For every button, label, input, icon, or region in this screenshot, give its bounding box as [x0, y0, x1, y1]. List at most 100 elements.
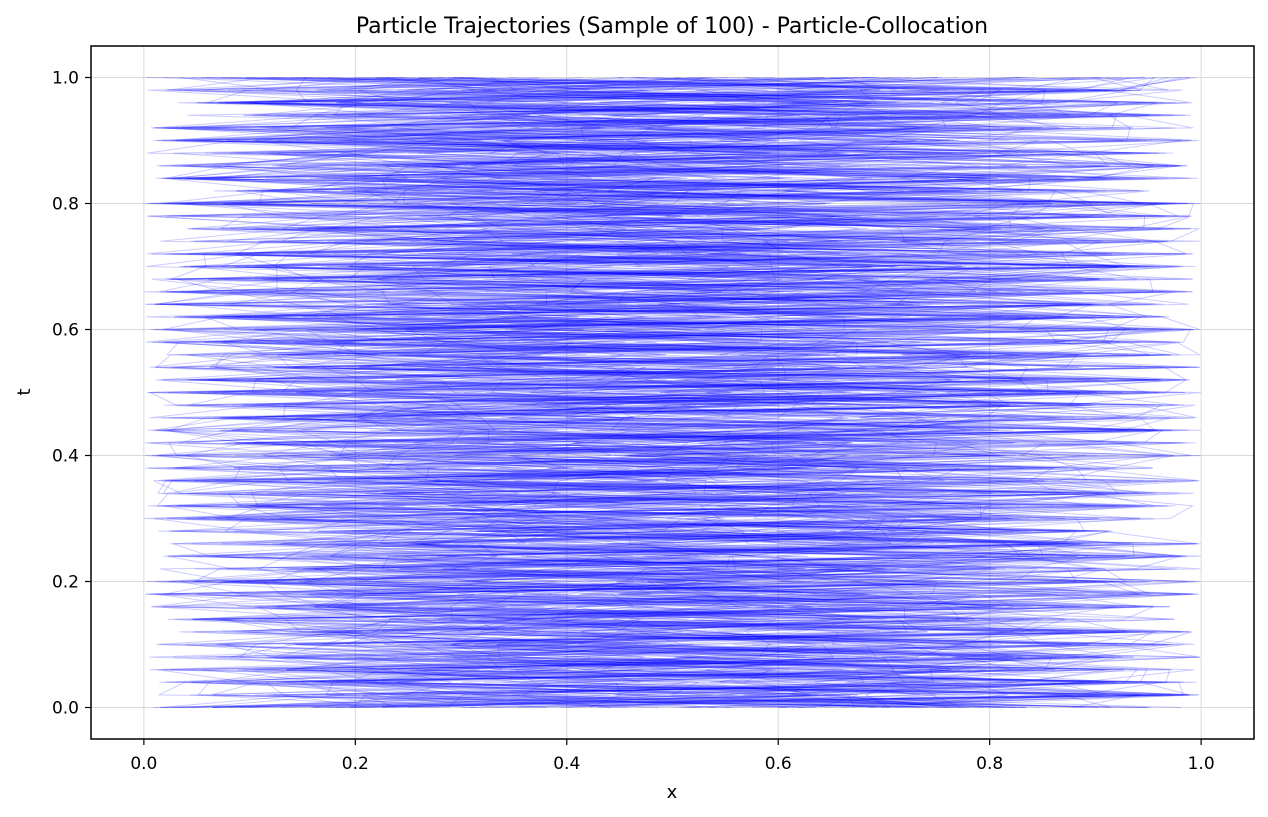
particle-trajectory	[175, 77, 1194, 708]
particle-trajectory	[165, 77, 1201, 708]
plot-area	[90, 45, 1255, 740]
particle-trajectory	[151, 77, 1194, 708]
particle-trajectory	[162, 77, 1191, 708]
particle-trajectory	[149, 77, 1201, 708]
particle-trajectory	[154, 77, 1188, 708]
x-axis-ticks: 0.0 0.2 0.4 0.6 0.8 1.0	[130, 739, 1215, 774]
particle-trajectory	[171, 77, 1199, 708]
particle-trajectory	[155, 77, 1164, 708]
particle-trajectory	[167, 77, 1189, 708]
particle-trajectory	[149, 77, 1088, 708]
particle-trajectory	[155, 77, 1197, 708]
particle-trajectory	[145, 77, 1197, 708]
particle-trajectory	[167, 77, 1169, 708]
particle-trajectory	[146, 77, 1187, 708]
particle-trajectory	[159, 77, 1153, 708]
particle-trajectory	[153, 77, 1201, 708]
particle-trajectory	[147, 77, 1166, 708]
particle-trajectory	[156, 77, 1192, 708]
x-tick-label: 0.0	[130, 754, 157, 774]
y-tick-label: 0.4	[52, 447, 79, 467]
particle-trajectory	[171, 77, 1195, 708]
particle-trajectory	[146, 77, 1198, 708]
particle-trajectory	[150, 77, 1168, 708]
particle-trajectory	[156, 77, 1200, 708]
particle-trajectory	[190, 77, 1186, 708]
particle-trajectory	[160, 77, 1201, 708]
particle-trajectory	[145, 77, 1168, 708]
particle-trajectory	[147, 77, 1181, 708]
particle-trajectory	[148, 77, 1195, 708]
particle-trajectory	[185, 77, 1192, 708]
y-tick-label: 1.0	[52, 69, 79, 89]
y-tick-label: 0.2	[52, 573, 79, 593]
particle-trajectory	[146, 77, 1198, 708]
x-tick-label: 0.2	[342, 754, 369, 774]
particle-trajectory	[146, 77, 1142, 708]
particle-trajectory	[180, 77, 1201, 708]
particle-trajectory	[150, 77, 1199, 708]
particle-trajectory	[189, 77, 1202, 708]
x-axis-label: x	[667, 782, 678, 803]
particle-trajectory	[169, 77, 1119, 708]
gridlines	[91, 46, 1254, 739]
particle-trajectory	[229, 77, 1200, 708]
trajectory-series	[144, 77, 1202, 708]
particle-trajectory	[168, 77, 1200, 708]
y-tick-label: 0.6	[52, 321, 79, 341]
particle-trajectory	[147, 77, 1127, 708]
particle-trajectory	[149, 77, 1200, 708]
chart-title: Particle Trajectories (Sample of 100) - …	[356, 14, 988, 39]
particle-trajectory	[178, 77, 1178, 708]
particle-trajectory	[161, 77, 1156, 708]
particle-trajectory	[146, 77, 1184, 708]
particle-trajectory	[155, 77, 1165, 708]
particle-trajectory	[144, 77, 1176, 708]
particle-trajectory	[149, 77, 1188, 708]
particle-trajectory	[147, 77, 1185, 708]
particle-trajectory	[154, 77, 1192, 708]
particle-trajectory	[189, 77, 1201, 708]
particle-trajectory	[153, 77, 1183, 708]
particle-trajectory	[156, 77, 1186, 708]
particle-trajectory	[148, 77, 1197, 708]
particle-trajectory	[146, 77, 1170, 708]
particle-trajectory	[198, 77, 1184, 708]
particle-trajectory	[144, 77, 1188, 708]
particle-trajectory	[167, 77, 1173, 708]
particle-trajectory	[153, 77, 1184, 708]
particle-trajectory	[163, 77, 1173, 708]
particle-trajectory	[150, 77, 1174, 708]
x-tick-label: 1.0	[1188, 754, 1215, 774]
particle-trajectory	[148, 77, 1181, 708]
particle-trajectory	[160, 77, 1190, 708]
particle-trajectory	[172, 77, 1192, 708]
particle-trajectory	[145, 77, 1171, 708]
particle-trajectory	[153, 77, 1168, 708]
particle-trajectory	[151, 77, 1201, 708]
particle-trajectory	[216, 77, 1201, 708]
particle-trajectory	[146, 77, 1100, 708]
particle-trajectory	[152, 77, 1190, 708]
particle-trajectory	[176, 77, 1155, 708]
particle-trajectory	[155, 77, 1194, 708]
particle-trajectory	[159, 77, 1198, 708]
y-tick-label: 0.0	[52, 699, 79, 719]
particle-trajectory	[158, 77, 1171, 708]
particle-trajectory	[156, 77, 1198, 708]
particle-trajectory	[183, 77, 1188, 708]
x-tick-label: 0.6	[765, 754, 792, 774]
particle-trajectory	[160, 77, 1198, 708]
particle-trajectory	[163, 77, 1174, 708]
particle-trajectory	[144, 77, 1200, 708]
particle-trajectory	[159, 77, 1201, 708]
particle-trajectory	[160, 77, 1200, 708]
particle-trajectory	[163, 77, 1164, 708]
particle-trajectory	[164, 77, 1145, 708]
particle-trajectory	[158, 77, 1164, 708]
particle-trajectory	[186, 77, 1190, 708]
axes-background	[91, 46, 1254, 739]
particle-trajectory	[167, 77, 1182, 708]
x-tick-label: 0.8	[976, 754, 1003, 774]
